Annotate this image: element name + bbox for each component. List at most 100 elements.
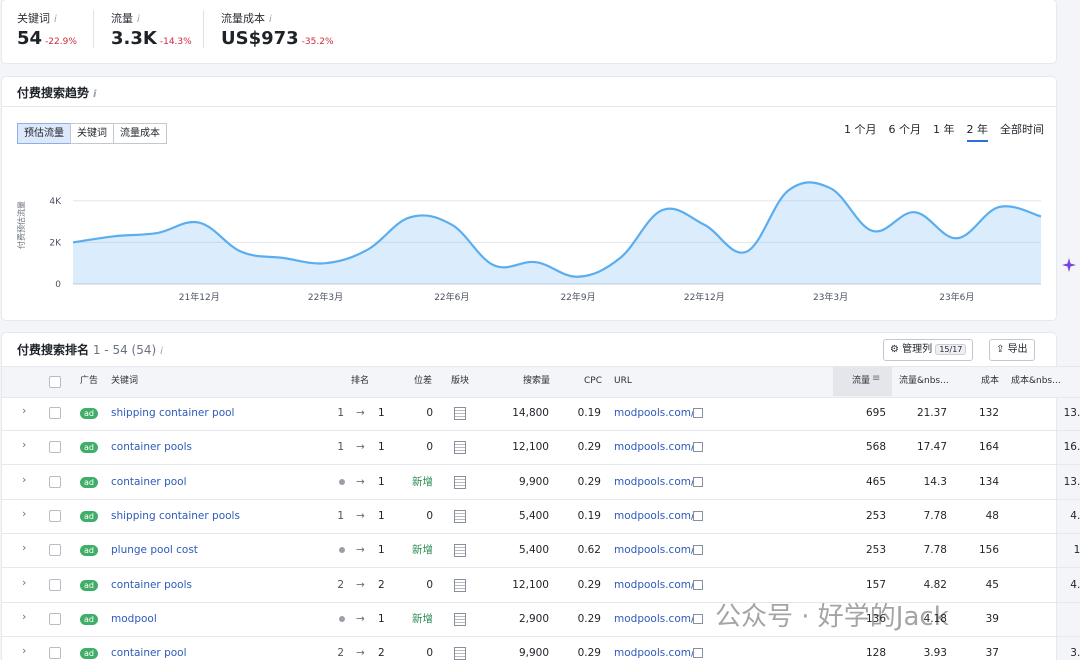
volume: 9,900 xyxy=(518,475,549,488)
volume: 5,400 xyxy=(518,544,549,557)
metrics-card xyxy=(2,0,1056,63)
row-divider xyxy=(2,601,1080,603)
expand-arrow: › xyxy=(22,575,27,589)
rank: 1 xyxy=(378,509,385,522)
row-checkbox[interactable] xyxy=(49,509,61,522)
url-link[interactable]: modpools.com/ xyxy=(614,475,695,488)
period-option[interactable]: 1 年 xyxy=(933,123,955,136)
period-option[interactable]: 1 个月 xyxy=(844,123,877,136)
row-divider xyxy=(2,464,1080,466)
keyword-link[interactable]: shipping container pools xyxy=(111,509,240,522)
table-title: 付费搜索排名 1 - 54 (54) i xyxy=(17,343,163,357)
expand-arrow: › xyxy=(22,506,27,520)
x-tick-label: 22年6月 xyxy=(434,291,469,303)
row-checkbox[interactable] xyxy=(49,441,61,454)
select-all-checkbox[interactable] xyxy=(49,376,61,388)
serp-feature-icon xyxy=(454,612,466,626)
url-link[interactable]: modpools.com/ xyxy=(614,407,695,419)
cost-percent: 3.8 xyxy=(1070,647,1080,660)
keyword-link[interactable]: modpool xyxy=(111,612,157,625)
row-checkbox[interactable] xyxy=(49,647,61,660)
cpc: 0.29 xyxy=(577,475,601,488)
url-link[interactable]: modpools.com/ xyxy=(614,612,695,625)
keyword-link[interactable]: container pools xyxy=(111,578,192,591)
external-link-icon xyxy=(693,442,703,453)
manage-columns-button[interactable]: ⚙ 管理列 15/17 xyxy=(883,339,974,361)
keyword-link[interactable]: container pool xyxy=(111,475,187,488)
url-link[interactable]: modpools.com/ xyxy=(614,578,695,591)
metric-value: US$973 xyxy=(221,28,299,49)
chart-tab[interactable]: 预估流量 xyxy=(17,123,71,144)
traffic-percent: 21.37 xyxy=(916,407,947,419)
info-icon[interactable]: i xyxy=(54,14,57,25)
period-option[interactable]: 全部时间 xyxy=(1000,123,1044,136)
period-option[interactable]: 6 个月 xyxy=(888,123,922,136)
volume: 9,900 xyxy=(518,647,549,660)
metric: US$973 -35.2% xyxy=(221,28,334,49)
rank-arrow: → xyxy=(356,612,365,625)
row-checkbox[interactable] xyxy=(49,475,61,488)
rank-arrow: → xyxy=(356,407,365,419)
rank-arrow: → xyxy=(356,475,365,488)
url-link[interactable]: modpools.com/ xyxy=(614,509,695,522)
rank: 1 xyxy=(378,544,385,557)
cpc: 0.29 xyxy=(577,578,601,591)
expand-arrow: › xyxy=(22,404,27,417)
column-header: 广告 xyxy=(80,376,99,386)
column-header: 成本 xyxy=(980,376,999,386)
table-title-text: 付费搜索排名 xyxy=(17,343,90,357)
keyword-link[interactable]: shipping container pool xyxy=(111,407,235,419)
rank: 2 xyxy=(378,647,385,660)
chart-tab[interactable]: 流量成本 xyxy=(113,123,167,144)
metric-label: 关键词 i xyxy=(17,12,57,25)
serp-feature-icon xyxy=(454,544,466,558)
metric-divider xyxy=(93,10,94,48)
rank-arrow: → xyxy=(356,441,365,454)
x-tick-label: 23年6月 xyxy=(939,291,974,303)
row-checkbox[interactable] xyxy=(49,612,61,625)
traffic: 253 xyxy=(865,509,886,522)
serp-feature-icon xyxy=(454,441,466,455)
y-tick-label: 0 xyxy=(55,280,61,290)
rank-prev: 1 xyxy=(337,509,344,522)
traffic-percent: 7.78 xyxy=(923,544,947,557)
rank-diff: 0 xyxy=(426,441,433,454)
url-link[interactable]: modpools.com/ xyxy=(614,441,695,454)
ad-badge: ad xyxy=(80,408,98,419)
row-checkbox[interactable] xyxy=(49,578,61,591)
trend-title: 付费搜索趋势 i xyxy=(17,86,97,100)
y-axis-label: 付费预估流量 xyxy=(16,201,26,249)
row-checkbox[interactable] xyxy=(49,544,61,557)
url-link[interactable]: modpools.com/ xyxy=(614,647,695,660)
export-button[interactable]: ⇪ 导出 xyxy=(989,339,1035,361)
serp-feature-icon xyxy=(454,647,466,660)
cost: 164 xyxy=(978,441,999,454)
keyword-link[interactable]: container pool xyxy=(111,647,187,660)
chart-tab[interactable]: 关键词 xyxy=(70,123,114,144)
cost-percent: 13.8 xyxy=(1063,475,1080,488)
volume: 12,100 xyxy=(512,441,549,454)
rank: 1 xyxy=(378,441,385,454)
rank-arrow: → xyxy=(356,578,365,591)
column-header: CPC xyxy=(584,376,602,386)
column-header: 排名 xyxy=(351,376,370,386)
area-fill xyxy=(73,182,1041,284)
volume: 14,800 xyxy=(512,407,549,419)
traffic-percent: 7.78 xyxy=(923,509,947,522)
area-line xyxy=(72,181,1042,278)
keyword-link[interactable]: plunge pool cost xyxy=(111,544,198,557)
keyword-link[interactable]: container pools xyxy=(111,441,192,454)
info-icon[interactable]: i xyxy=(137,14,140,25)
metric-label: 流量成本 i xyxy=(221,12,272,25)
info-icon[interactable]: i xyxy=(269,14,272,25)
period-option[interactable]: 2 年 xyxy=(966,121,988,142)
assistant-icon[interactable] xyxy=(1060,256,1078,274)
row-checkbox[interactable] xyxy=(49,407,61,419)
cpc: 0.29 xyxy=(577,612,601,625)
url-link[interactable]: modpools.com/ xyxy=(614,544,695,557)
cost: 48 xyxy=(985,509,999,522)
rank-arrow: → xyxy=(356,544,365,557)
traffic: 128 xyxy=(865,647,886,660)
cpc: 0.62 xyxy=(577,544,601,557)
rank: 1 xyxy=(378,475,385,488)
